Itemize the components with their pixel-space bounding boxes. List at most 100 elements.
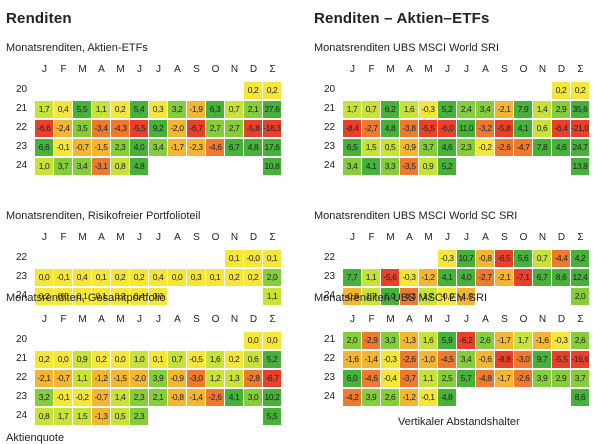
month-header: F [368, 232, 375, 243]
return-cell: -0,9 [168, 370, 186, 387]
month-header: Σ [577, 314, 584, 325]
return-cell: -0,3 [381, 351, 399, 368]
month-header: S [501, 64, 508, 75]
return-cell: 6,3 [206, 101, 224, 118]
return-cell: 3,3 [381, 158, 399, 175]
return-cell: 0,4 [73, 269, 91, 286]
return-cell: 0,2 [111, 101, 129, 118]
return-cell: 4,0 [130, 139, 148, 156]
return-cell: -3,8 [400, 120, 418, 137]
year-label: 23 [16, 141, 28, 152]
return-cell: 0,0 [168, 269, 186, 286]
return-cell: 2,7 [206, 120, 224, 137]
return-cell: 1,5 [73, 408, 91, 425]
return-cell: -0,9 [343, 288, 361, 305]
return-cell: 2,9 [552, 101, 570, 118]
year-label: 21 [16, 353, 28, 364]
return-cell: 1,1 [92, 101, 110, 118]
return-cell: 4,6 [552, 139, 570, 156]
year-total-cell: 3,7 [571, 370, 589, 387]
return-cell: 4,0 [457, 269, 475, 286]
return-cell: 2,5 [438, 370, 456, 387]
return-cell: -5,5 [419, 120, 437, 137]
year-total-cell: 27,6 [263, 101, 281, 118]
return-cell: 4,1 [438, 269, 456, 286]
return-cell: -0,7 [54, 370, 72, 387]
return-cell: 0,2 [225, 351, 243, 368]
year-total-cell: 2,6 [571, 332, 589, 349]
return-cell: -2,1 [35, 370, 53, 387]
return-cell: 1,7 [362, 288, 380, 305]
table-title: Monatsrenditen, Risikofreier Portfoliote… [6, 210, 201, 222]
year-label: 24 [324, 391, 336, 402]
return-cell: 0,0 [244, 332, 262, 349]
month-header: F [60, 232, 67, 243]
month-header: M [116, 232, 125, 243]
return-cell: 3,4 [343, 158, 361, 175]
month-header: A [174, 314, 181, 325]
return-cell: 0,2 [111, 288, 129, 305]
year-total-cell: -21,0 [571, 120, 589, 137]
return-cell: -7,1 [514, 269, 532, 286]
year-label: 20 [324, 84, 336, 95]
month-header: J [350, 314, 355, 325]
month-header: N [230, 314, 239, 325]
return-cell: -3,4 [92, 120, 110, 137]
year-total-cell: 4,2 [571, 250, 589, 267]
return-cell: 1,4 [533, 101, 551, 118]
return-cell: -4,3 [400, 288, 418, 305]
month-header: D [557, 232, 566, 243]
return-cell: -1,4 [362, 351, 380, 368]
month-header: S [501, 314, 508, 325]
month-header: D [557, 314, 566, 325]
return-cell: 1,0 [130, 351, 148, 368]
return-cell: -2,3 [187, 139, 205, 156]
return-cell: 1,1 [73, 370, 91, 387]
return-cell: -0,5 [187, 351, 205, 368]
return-cell: 3,9 [149, 370, 167, 387]
return-cell: 0,2 [552, 82, 570, 99]
return-cell: 6,7 [225, 139, 243, 156]
return-cell: 3,5 [73, 120, 91, 137]
return-cell: 0,8 [35, 408, 53, 425]
return-cell: -0,1 [54, 389, 72, 406]
return-cell: 0,2 [244, 82, 262, 99]
month-header: M [78, 232, 87, 243]
return-cell: -6,5 [495, 250, 513, 267]
return-cell: 2,3 [457, 139, 475, 156]
table-title: Monatsrenditen, Aktien-ETFs [6, 42, 148, 54]
month-header: S [193, 64, 200, 75]
return-cell: -5,6 [381, 269, 399, 286]
return-cell: 10,7 [457, 250, 475, 267]
return-cell: 4,1 [514, 120, 532, 137]
return-cell: 5,6 [514, 250, 532, 267]
return-cell: 5,0 [381, 288, 399, 305]
month-header: A [482, 64, 489, 75]
return-cell: 1,4 [111, 389, 129, 406]
return-cell: 1,7 [35, 101, 53, 118]
return-cell: 0,5 [381, 139, 399, 156]
return-cell: 2,3 [130, 408, 148, 425]
year-label: 20 [16, 84, 28, 95]
month-header: M [78, 64, 87, 75]
return-cell: 1,2 [206, 370, 224, 387]
return-cell: 2,9 [552, 370, 570, 387]
month-header: J [42, 232, 47, 243]
month-header: J [137, 314, 142, 325]
return-cell: 0,1 [73, 288, 91, 305]
return-cell: -0,6 [476, 351, 494, 368]
return-cell: 0,1 [225, 250, 243, 267]
return-cell: 5,7 [457, 370, 475, 387]
return-cell: 2,0 [343, 332, 361, 349]
return-cell: -1,2 [400, 389, 418, 406]
return-cell: 1,7 [343, 101, 361, 118]
year-total-cell: 5,2 [263, 351, 281, 368]
year-total-cell: 10,8 [263, 158, 281, 175]
return-cell: 5,2 [438, 101, 456, 118]
return-cell: 3,2 [168, 101, 186, 118]
return-cell: -0,7 [92, 389, 110, 406]
year-label: 22 [16, 252, 28, 263]
month-header: A [406, 232, 413, 243]
return-cell: 1,0 [35, 158, 53, 175]
return-cell: -2,6 [400, 351, 418, 368]
